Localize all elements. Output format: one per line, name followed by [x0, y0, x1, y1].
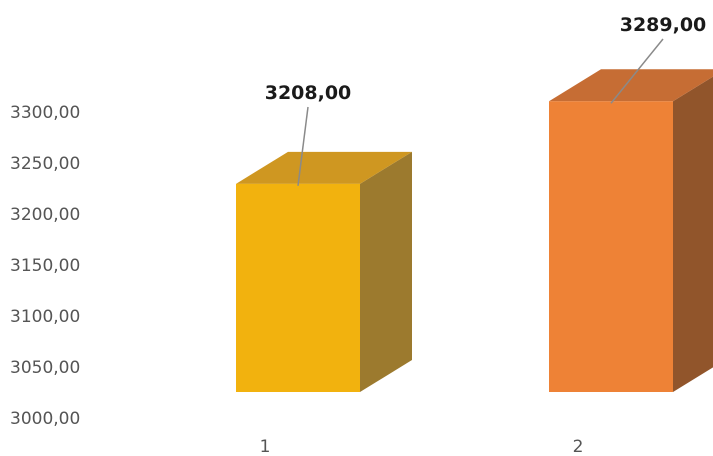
y-tick-label: 3000,00	[10, 409, 80, 429]
y-tick-label: 3100,00	[10, 307, 80, 327]
bars	[236, 69, 713, 392]
data-label: 3208,00	[265, 82, 352, 104]
y-tick-label: 3150,00	[10, 256, 80, 276]
y-tick-label: 3250,00	[10, 154, 80, 174]
data-label: 3289,00	[620, 14, 707, 36]
y-tick-label: 3200,00	[10, 205, 80, 225]
bar-2	[549, 69, 713, 392]
y-axis: 3000,00 3050,00 3100,00 3150,00 3200,00 3250,…	[10, 103, 80, 429]
data-label-leader	[610, 38, 664, 104]
bar-top-face	[236, 151, 412, 184]
bar-front-face	[236, 183, 360, 392]
y-tick-label: 3050,00	[10, 358, 80, 378]
y-tick-label: 3300,00	[10, 103, 80, 123]
bar-side-face	[673, 76, 713, 392]
x-tick-label: 1	[260, 437, 271, 456]
bar-side-face	[360, 151, 412, 392]
data-label-leader	[297, 106, 309, 186]
bar-top-face	[549, 69, 713, 102]
x-tick-label: 2	[573, 437, 584, 456]
data-labels: 3208,00 3289,00	[265, 14, 707, 186]
bar-1	[236, 151, 412, 392]
bar-front-face	[549, 101, 673, 392]
